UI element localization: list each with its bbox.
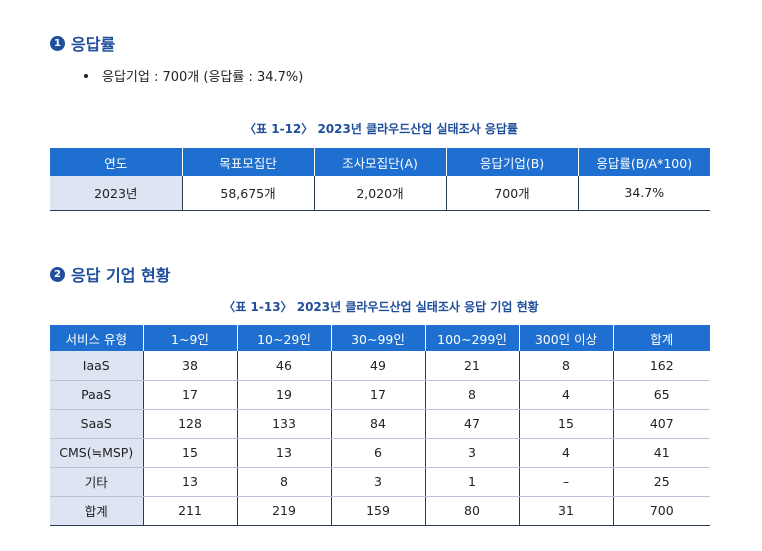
table-cell: 162 bbox=[613, 351, 710, 381]
header-cell: 연도 bbox=[50, 148, 183, 176]
table-row: SaaS 128 133 84 47 15 407 bbox=[50, 409, 710, 439]
table-cell: 159 bbox=[331, 496, 426, 526]
table-header-row: 서비스 유형 1~9인 10~29인 30~99인 100~299인 300인 … bbox=[50, 325, 710, 351]
table-cell: 21 bbox=[425, 351, 520, 381]
table-cell: 80 bbox=[425, 496, 520, 526]
table-cell: 13 bbox=[237, 438, 332, 468]
table-cell: 49 bbox=[331, 351, 426, 381]
table-caption: 〈표 1-13〉 2023년 클라우드산업 실태조사 응답 기업 현황 bbox=[223, 300, 539, 314]
header-cell: 응답기업(B) bbox=[446, 148, 579, 176]
table-cell: 13 bbox=[143, 467, 238, 497]
header-cell: 목표모집단 bbox=[182, 148, 315, 176]
table-cell: 3 bbox=[425, 438, 520, 468]
table-cell: 8 bbox=[237, 467, 332, 497]
table-cell: 58,675개 bbox=[182, 176, 315, 211]
table-header-row: 연도 목표모집단 조사모집단(A) 응답기업(B) 응답률(B/A*100) bbox=[50, 148, 710, 176]
section-title: 응답 기업 현황 bbox=[71, 266, 171, 285]
table-cell: 47 bbox=[425, 409, 520, 439]
bullet-dot-icon bbox=[84, 73, 88, 78]
table-cell: 1 bbox=[425, 467, 520, 497]
table-row: 기타 13 8 3 1 – 25 bbox=[50, 467, 710, 497]
table-cell: 65 bbox=[613, 380, 710, 410]
table-cell: 84 bbox=[331, 409, 426, 439]
header-cell: 서비스 유형 bbox=[50, 325, 144, 351]
table-row: PaaS 17 19 17 8 4 65 bbox=[50, 380, 710, 410]
header-cell: 300인 이상 bbox=[519, 325, 614, 351]
table-cell: 133 bbox=[237, 409, 332, 439]
section-number-badge: 1 bbox=[50, 35, 65, 51]
header-cell: 30~99인 bbox=[331, 325, 426, 351]
bullet-item: 응답기업 : 700개 (응답률 : 34.7%) bbox=[84, 66, 303, 85]
table-caption: 〈표 1-12〉 2023년 클라우드산업 실태조사 응답률 bbox=[244, 122, 518, 136]
table-row: IaaS 38 46 49 21 8 162 bbox=[50, 351, 710, 381]
table-cell: 700개 bbox=[446, 176, 579, 211]
table-cell: 19 bbox=[237, 380, 332, 410]
table-cell: 211 bbox=[143, 496, 238, 526]
table-cell: 31 bbox=[519, 496, 614, 526]
table-cell: 34.7% bbox=[578, 176, 710, 211]
table-cell: – bbox=[519, 467, 614, 497]
respondent-status-table: 서비스 유형 1~9인 10~29인 30~99인 100~299인 300인 … bbox=[50, 325, 710, 526]
table-cell: 407 bbox=[613, 409, 710, 439]
table-cell: 219 bbox=[237, 496, 332, 526]
row-header-cell: SaaS bbox=[50, 409, 144, 439]
table-cell: 8 bbox=[425, 380, 520, 410]
row-header-cell: PaaS bbox=[50, 380, 144, 410]
section-2-heading: 2 응답 기업 현황 bbox=[50, 262, 170, 286]
table-cell: 38 bbox=[143, 351, 238, 381]
table-cell: 128 bbox=[143, 409, 238, 439]
header-cell: 10~29인 bbox=[237, 325, 332, 351]
table-cell: 4 bbox=[519, 438, 614, 468]
table-cell: 41 bbox=[613, 438, 710, 468]
table-cell: 4 bbox=[519, 380, 614, 410]
table-row: CMS(≒MSP) 15 13 6 3 4 41 bbox=[50, 438, 710, 468]
table-cell: 6 bbox=[331, 438, 426, 468]
bullet-text: 응답기업 : 700개 (응답률 : 34.7%) bbox=[102, 70, 304, 85]
table-cell: 15 bbox=[519, 409, 614, 439]
table-total-row: 합계 211 219 159 80 31 700 bbox=[50, 496, 710, 526]
row-header-cell: 합계 bbox=[50, 496, 144, 526]
header-cell: 합계 bbox=[613, 325, 710, 351]
header-cell: 응답률(B/A*100) bbox=[578, 148, 710, 176]
table-row: 2023년 58,675개 2,020개 700개 34.7% bbox=[50, 176, 710, 211]
table-cell: 700 bbox=[613, 496, 710, 526]
table-cell: 17 bbox=[143, 380, 238, 410]
header-cell: 100~299인 bbox=[425, 325, 520, 351]
table-cell: 46 bbox=[237, 351, 332, 381]
row-header-cell: IaaS bbox=[50, 351, 144, 381]
section-title: 응답률 bbox=[71, 35, 116, 54]
table-cell: 25 bbox=[613, 467, 710, 497]
table-cell: 15 bbox=[143, 438, 238, 468]
table-cell: 2,020개 bbox=[314, 176, 447, 211]
section-number-badge: 2 bbox=[50, 266, 65, 282]
row-header-cell: 2023년 bbox=[50, 176, 183, 211]
header-cell: 조사모집단(A) bbox=[314, 148, 447, 176]
table-cell: 8 bbox=[519, 351, 614, 381]
table-cell: 3 bbox=[331, 467, 426, 497]
response-rate-table: 연도 목표모집단 조사모집단(A) 응답기업(B) 응답률(B/A*100) 2… bbox=[50, 148, 710, 211]
row-header-cell: CMS(≒MSP) bbox=[50, 438, 144, 468]
row-header-cell: 기타 bbox=[50, 467, 144, 497]
table-cell: 17 bbox=[331, 380, 426, 410]
section-1-heading: 1 응답률 bbox=[50, 31, 115, 55]
header-cell: 1~9인 bbox=[143, 325, 238, 351]
